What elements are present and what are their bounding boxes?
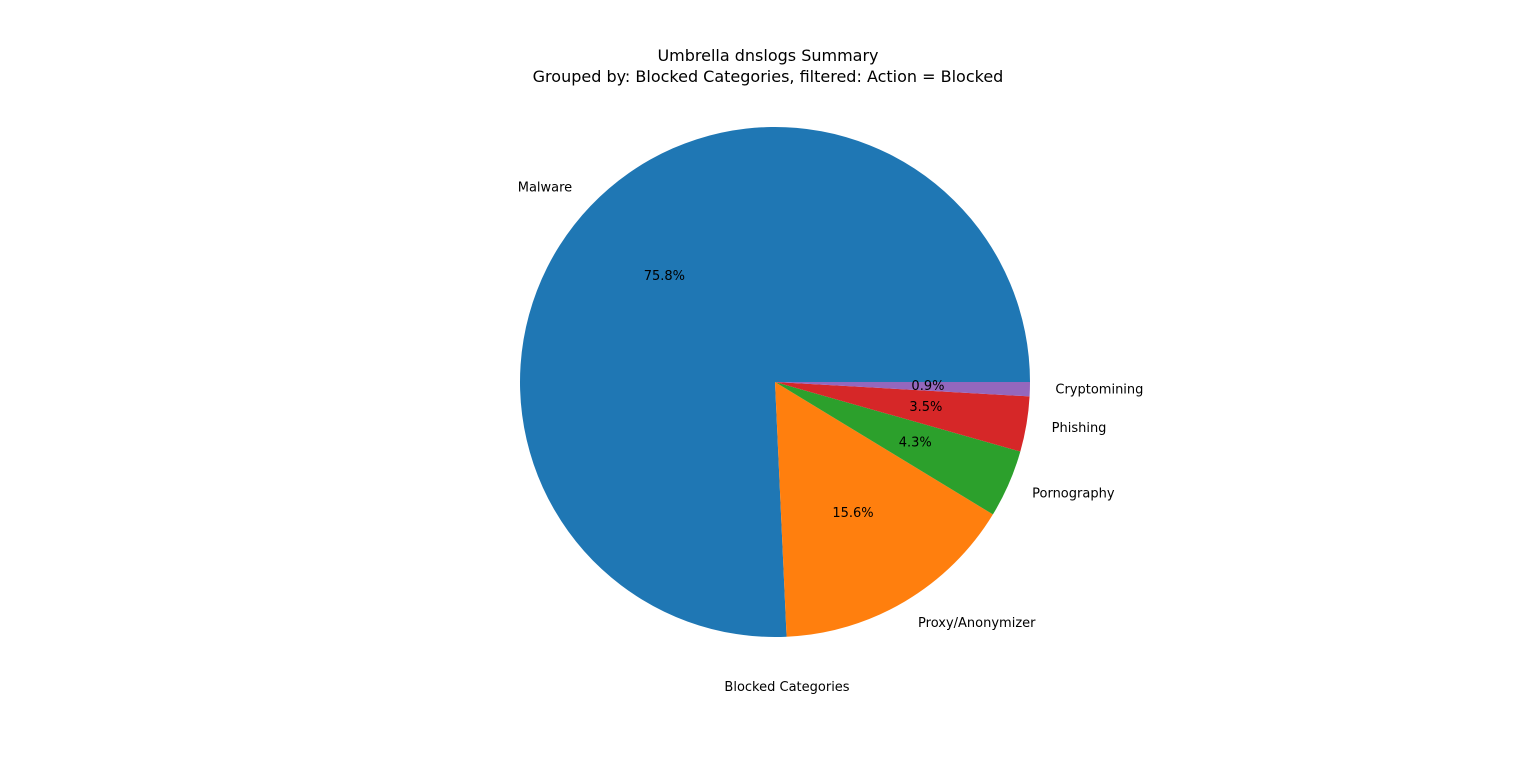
slice-label-phishing: Phishing [1052,421,1107,436]
slice-value-phishing: 3.5% [909,400,942,415]
slice-label-cryptomining: Cryptomining [1055,382,1143,397]
chart-subtitle: Grouped by: Blocked Categories, filtered… [532,67,1004,86]
slice-label-proxy-anonymizer: Proxy/Anonymizer [918,616,1036,631]
pie-slice-proxy-anonymizer [775,382,993,637]
pie-slice-cryptomining [775,382,1030,397]
pie-slice-phishing [775,382,1030,452]
slice-value-pornography: 4.3% [899,436,932,451]
slice-label-malware: Malware [518,181,572,196]
slice-label-pornography: Pornography [1032,487,1115,502]
slice-value-cryptomining: 0.9% [911,379,944,394]
pie-slice-malware [520,127,1030,638]
slice-value-proxy-anonymizer: 15.6% [832,506,873,521]
slice-value-malware: 75.8% [644,269,685,284]
x-axis-label: Blocked Categories [724,680,850,695]
pie-slice-pornography [775,382,1021,515]
chart-title: Umbrella dnslogs Summary [657,46,879,65]
